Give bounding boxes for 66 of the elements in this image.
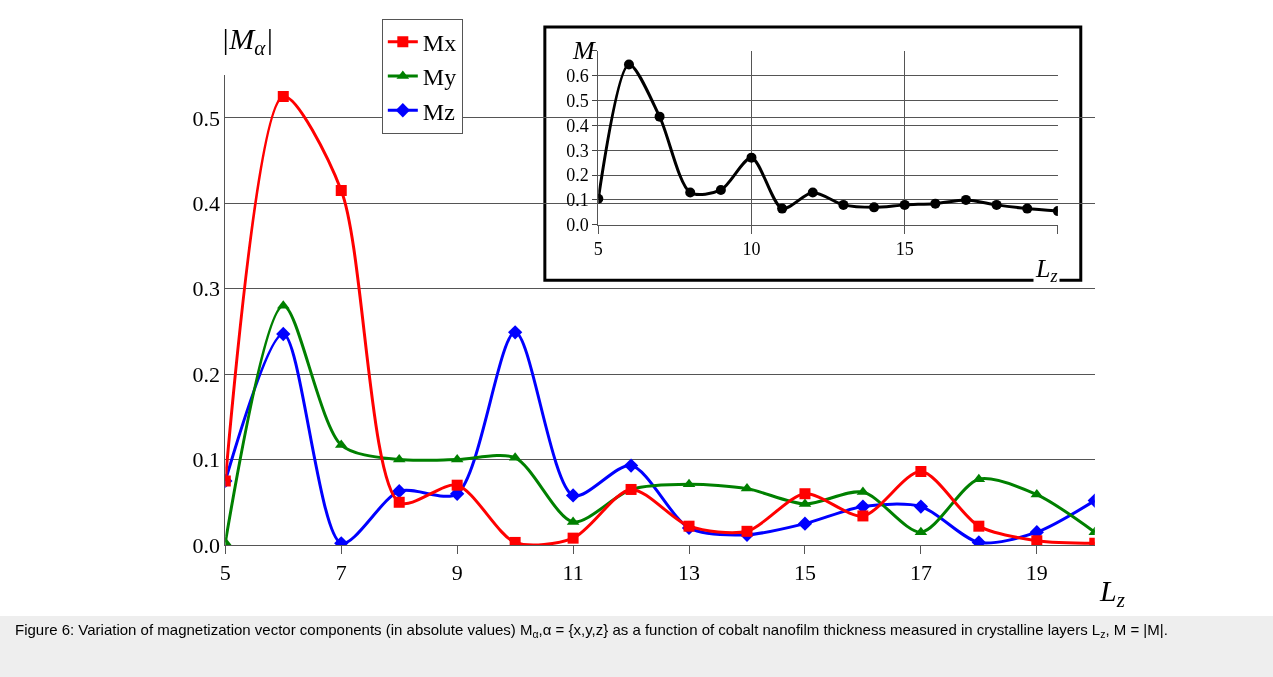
legend-label: Mz <box>422 98 455 125</box>
legend-label: My <box>422 64 457 91</box>
point <box>392 484 407 499</box>
legend-label: Mx <box>422 30 457 57</box>
y-axis-title: |M$_{α}$| <box>221 22 274 61</box>
x-tick-label: 5 <box>219 560 231 586</box>
point <box>797 516 813 531</box>
y-tick-label: 0.5 <box>192 105 220 131</box>
point <box>393 496 405 508</box>
point <box>913 499 929 514</box>
point <box>507 325 523 340</box>
y-tick-label: 0.3 <box>566 140 589 161</box>
point <box>451 479 463 491</box>
y-tick-label: 0.0 <box>192 532 220 558</box>
x-tick-label: 5 <box>593 239 603 260</box>
x-tick-label: 19 <box>1025 560 1048 586</box>
y-tick-label: 0.2 <box>566 165 589 186</box>
point <box>715 184 726 195</box>
point <box>838 199 849 210</box>
point <box>567 532 579 544</box>
x-tick-label: 15 <box>895 239 914 260</box>
point <box>654 111 665 122</box>
y-tick-label: 0.6 <box>566 65 589 86</box>
x-tick-label: 17 <box>909 560 932 586</box>
point <box>276 326 291 342</box>
point <box>973 520 985 532</box>
point <box>1022 203 1033 214</box>
y-tick-label: 0.1 <box>192 447 220 473</box>
point <box>857 510 869 522</box>
x-tick-label: 13 <box>678 560 701 586</box>
point <box>682 478 696 488</box>
point <box>741 525 753 537</box>
point <box>899 199 910 210</box>
point <box>623 59 634 70</box>
point <box>869 202 880 213</box>
caption: Figure 6: Variation of magnetization vector components (in absolute values) M$_{α}$,α = {x,y,z} as a function of cobalt nanofilm thickness measured in crystalline layers L$_{z}$, M = |M|. <box>15 621 1168 641</box>
point <box>509 536 521 545</box>
y-tick-label: 0.2 <box>192 361 220 387</box>
x-tick-label: 7 <box>335 560 347 586</box>
point <box>565 488 581 503</box>
point <box>1031 535 1043 545</box>
y-tick-label: 0.0 <box>566 215 589 236</box>
point <box>683 520 695 532</box>
point <box>277 91 289 103</box>
y-tick-label: 0.3 <box>192 276 220 302</box>
x-tick-label: 9 <box>451 560 463 586</box>
point <box>930 198 941 209</box>
point <box>335 184 347 196</box>
y-axis-title: M <box>572 36 596 65</box>
point <box>991 199 1002 210</box>
point <box>960 194 971 205</box>
point <box>807 187 818 198</box>
point <box>915 466 927 478</box>
y-tick-label: 0.4 <box>192 190 220 216</box>
x-tick-label: 10 <box>742 239 761 260</box>
point <box>746 152 757 163</box>
y-tick-label: 0.5 <box>566 90 589 111</box>
point <box>623 458 639 473</box>
point <box>799 488 811 500</box>
x-axis-title: L$_{z}$ <box>1099 574 1125 613</box>
x-tick-label: 11 <box>562 560 584 586</box>
point <box>685 187 696 198</box>
y-tick-label: 0.4 <box>566 115 589 136</box>
point <box>777 203 788 214</box>
x-tick-label: 15 <box>793 560 816 586</box>
x-axis-title: L$_{z}$ <box>1035 254 1058 287</box>
